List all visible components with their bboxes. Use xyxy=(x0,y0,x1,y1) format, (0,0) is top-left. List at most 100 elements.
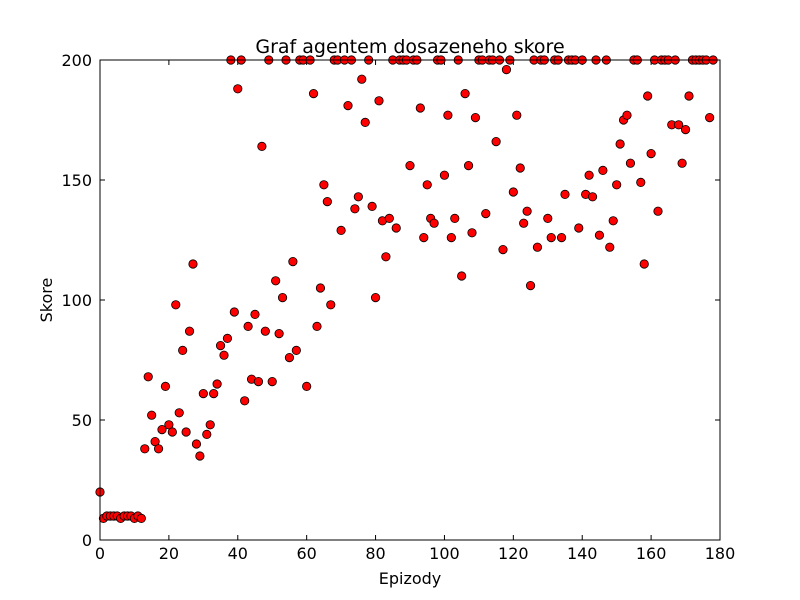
data-point xyxy=(546,233,556,243)
data-point xyxy=(525,280,536,291)
data-point xyxy=(680,125,691,135)
data-point xyxy=(587,192,598,202)
data-point xyxy=(381,252,391,262)
data-point xyxy=(222,333,233,343)
data-point xyxy=(370,292,381,303)
data-point xyxy=(277,292,288,303)
data-point xyxy=(612,180,622,190)
data-point xyxy=(160,381,171,391)
data-point xyxy=(367,201,377,211)
data-point xyxy=(598,165,608,175)
data-point xyxy=(243,321,253,331)
data-point xyxy=(271,276,281,286)
x-tick-label: 100 xyxy=(429,544,460,563)
data-point xyxy=(460,89,470,99)
x-tick-label: 40 xyxy=(228,544,248,563)
data-point xyxy=(391,223,401,233)
data-point xyxy=(178,345,188,355)
data-point xyxy=(608,216,618,226)
data-point xyxy=(443,110,453,120)
data-point xyxy=(622,110,632,120)
data-point xyxy=(405,161,415,171)
data-point xyxy=(153,444,164,454)
data-point xyxy=(677,158,687,168)
data-point xyxy=(543,213,553,223)
data-point xyxy=(253,376,264,387)
data-point xyxy=(429,218,439,228)
data-point xyxy=(336,225,346,235)
data-point xyxy=(257,141,267,151)
data-point xyxy=(240,396,250,406)
data-point xyxy=(501,65,512,75)
y-axis-label: Skore xyxy=(37,278,56,323)
plot-frame xyxy=(99,59,721,541)
data-point xyxy=(167,427,177,437)
data-point xyxy=(140,444,150,454)
data-point xyxy=(446,233,456,243)
data-point xyxy=(584,170,594,180)
data-point xyxy=(457,271,467,281)
y-tick-label: 50 xyxy=(72,411,92,430)
data-point xyxy=(260,326,270,336)
data-point xyxy=(302,381,312,391)
data-point xyxy=(636,177,646,187)
y-tick-label: 100 xyxy=(61,291,92,310)
data-point xyxy=(491,137,501,147)
chart-title: Graf agentem dosazeneho skore xyxy=(255,36,564,58)
data-point xyxy=(605,242,615,252)
data-point xyxy=(639,259,649,269)
data-point xyxy=(215,340,226,351)
data-point xyxy=(147,410,157,420)
data-point xyxy=(470,113,481,123)
data-point xyxy=(384,213,394,223)
data-point xyxy=(594,230,605,240)
data-point xyxy=(357,74,367,84)
data-point xyxy=(219,350,229,360)
data-point xyxy=(463,161,474,171)
data-point xyxy=(171,300,181,310)
y-tick-label: 150 xyxy=(61,171,92,190)
x-tick-label: 180 xyxy=(705,544,736,563)
y-tick-label: 0 xyxy=(82,531,92,550)
data-point xyxy=(643,91,653,101)
x-tick-label: 80 xyxy=(365,544,385,563)
data-point xyxy=(343,101,353,111)
data-point xyxy=(322,197,332,207)
x-tick-label: 20 xyxy=(159,544,179,563)
data-point xyxy=(674,120,684,130)
data-point xyxy=(191,439,202,449)
data-point xyxy=(267,376,277,387)
data-point xyxy=(450,213,460,223)
data-point xyxy=(288,256,298,267)
data-point xyxy=(467,228,477,238)
data-point xyxy=(319,180,329,190)
data-point xyxy=(560,189,570,199)
data-point xyxy=(419,233,429,243)
x-tick-label: 0 xyxy=(95,544,105,563)
data-point xyxy=(625,158,636,168)
x-tick-label: 140 xyxy=(567,544,598,563)
data-point xyxy=(202,429,212,439)
data-point xyxy=(350,204,360,214)
data-point xyxy=(522,206,532,216)
data-point xyxy=(174,408,184,418)
data-point xyxy=(646,149,656,159)
data-point xyxy=(512,110,522,120)
data-point xyxy=(184,326,195,336)
data-point xyxy=(374,96,384,106)
data-point xyxy=(481,209,491,219)
data-point xyxy=(556,233,567,243)
data-point xyxy=(205,420,215,430)
data-point xyxy=(274,328,284,339)
data-point xyxy=(360,117,370,128)
data-point xyxy=(291,345,301,355)
data-point xyxy=(188,259,198,269)
x-tick-label: 60 xyxy=(296,544,316,563)
data-point xyxy=(229,307,239,317)
data-point xyxy=(422,180,432,190)
data-point xyxy=(326,300,336,310)
data-point xyxy=(684,91,694,101)
data-point xyxy=(653,206,663,216)
